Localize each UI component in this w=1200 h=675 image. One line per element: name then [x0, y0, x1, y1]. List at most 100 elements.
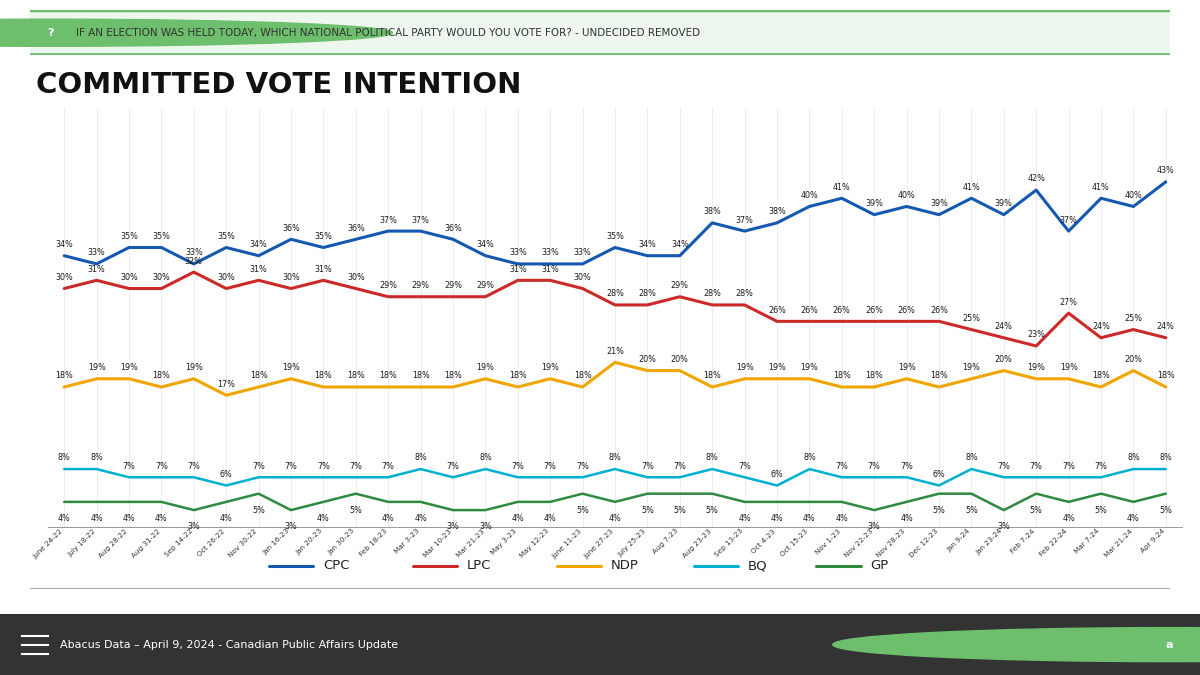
- Text: 26%: 26%: [768, 306, 786, 315]
- Text: 7%: 7%: [317, 462, 330, 470]
- Text: 4%: 4%: [155, 514, 168, 523]
- Text: 34%: 34%: [671, 240, 689, 249]
- Text: 34%: 34%: [250, 240, 268, 249]
- Text: COMMITTED VOTE INTENTION: COMMITTED VOTE INTENTION: [36, 71, 521, 99]
- Text: 7%: 7%: [544, 462, 557, 470]
- Text: 35%: 35%: [120, 232, 138, 241]
- Text: CPC: CPC: [323, 559, 349, 572]
- Text: 36%: 36%: [347, 223, 365, 233]
- Text: 26%: 26%: [833, 306, 851, 315]
- Text: 33%: 33%: [541, 248, 559, 257]
- Text: 5%: 5%: [965, 506, 978, 515]
- Text: 7%: 7%: [1030, 462, 1043, 470]
- Text: 5%: 5%: [1030, 506, 1043, 515]
- Text: 6%: 6%: [770, 470, 784, 479]
- Text: 24%: 24%: [1157, 322, 1175, 331]
- Text: 6%: 6%: [220, 470, 233, 479]
- Text: 35%: 35%: [314, 232, 332, 241]
- Text: 31%: 31%: [88, 265, 106, 274]
- Text: 8%: 8%: [965, 454, 978, 462]
- Text: 18%: 18%: [703, 371, 721, 381]
- Text: 33%: 33%: [509, 248, 527, 257]
- Text: 8%: 8%: [1159, 454, 1172, 462]
- Text: 7%: 7%: [382, 462, 395, 470]
- Text: 41%: 41%: [833, 183, 851, 192]
- Text: data: data: [1127, 652, 1152, 662]
- Text: 35%: 35%: [152, 232, 170, 241]
- Text: 7%: 7%: [122, 462, 136, 470]
- Text: 7%: 7%: [1062, 462, 1075, 470]
- Text: 19%: 19%: [88, 363, 106, 372]
- Text: 25%: 25%: [962, 314, 980, 323]
- Text: 21%: 21%: [606, 347, 624, 356]
- Text: 38%: 38%: [768, 207, 786, 216]
- Text: 30%: 30%: [282, 273, 300, 282]
- Text: 4%: 4%: [608, 514, 622, 523]
- Text: 31%: 31%: [509, 265, 527, 274]
- Text: 8%: 8%: [90, 454, 103, 462]
- Text: 36%: 36%: [282, 223, 300, 233]
- Text: BQ: BQ: [748, 559, 767, 572]
- Text: 19%: 19%: [800, 363, 818, 372]
- Text: 4%: 4%: [122, 514, 136, 523]
- Text: 3%: 3%: [997, 522, 1010, 531]
- Text: 8%: 8%: [479, 454, 492, 462]
- Text: 19%: 19%: [1027, 363, 1045, 372]
- Text: 19%: 19%: [898, 363, 916, 372]
- Text: IF AN ELECTION WAS HELD TODAY, WHICH NATIONAL POLITICAL PARTY WOULD YOU VOTE FOR: IF AN ELECTION WAS HELD TODAY, WHICH NAT…: [76, 28, 700, 38]
- Text: 34%: 34%: [638, 240, 656, 249]
- Text: 7%: 7%: [997, 462, 1010, 470]
- Text: 3%: 3%: [479, 522, 492, 531]
- Text: 28%: 28%: [606, 290, 624, 298]
- Text: 29%: 29%: [476, 281, 494, 290]
- Text: 8%: 8%: [414, 454, 427, 462]
- Text: 4%: 4%: [90, 514, 103, 523]
- Text: 42%: 42%: [1027, 175, 1045, 184]
- Text: 38%: 38%: [703, 207, 721, 216]
- Text: 18%: 18%: [379, 371, 397, 381]
- Text: 7%: 7%: [900, 462, 913, 470]
- Text: 35%: 35%: [217, 232, 235, 241]
- Text: 7%: 7%: [252, 462, 265, 470]
- Text: 18%: 18%: [152, 371, 170, 381]
- Text: 20%: 20%: [671, 355, 689, 364]
- Text: 7%: 7%: [284, 462, 298, 470]
- Text: 19%: 19%: [768, 363, 786, 372]
- Text: 18%: 18%: [444, 371, 462, 381]
- Text: 18%: 18%: [833, 371, 851, 381]
- Text: GP: GP: [870, 559, 888, 572]
- Text: NDP: NDP: [611, 559, 638, 572]
- FancyBboxPatch shape: [0, 11, 1200, 55]
- Text: 33%: 33%: [185, 248, 203, 257]
- Text: 5%: 5%: [1094, 506, 1108, 515]
- Text: 7%: 7%: [511, 462, 524, 470]
- Text: 27%: 27%: [1060, 298, 1078, 306]
- Text: 5%: 5%: [932, 506, 946, 515]
- FancyBboxPatch shape: [0, 614, 1200, 675]
- Text: 4%: 4%: [382, 514, 395, 523]
- Text: 20%: 20%: [995, 355, 1013, 364]
- Text: 35%: 35%: [606, 232, 624, 241]
- Text: 36%: 36%: [444, 223, 462, 233]
- Text: 3%: 3%: [446, 522, 460, 531]
- Text: 19%: 19%: [1060, 363, 1078, 372]
- Text: 40%: 40%: [800, 191, 818, 200]
- Text: Abacus Data – April 9, 2024 - Canadian Public Affairs Update: Abacus Data – April 9, 2024 - Canadian P…: [60, 640, 398, 649]
- Text: 34%: 34%: [55, 240, 73, 249]
- Text: 29%: 29%: [671, 281, 689, 290]
- Text: 37%: 37%: [736, 215, 754, 225]
- Text: 29%: 29%: [379, 281, 397, 290]
- Text: 29%: 29%: [412, 281, 430, 290]
- Text: 19%: 19%: [962, 363, 980, 372]
- Text: 40%: 40%: [898, 191, 916, 200]
- Text: 4%: 4%: [544, 514, 557, 523]
- Text: 33%: 33%: [88, 248, 106, 257]
- Text: 30%: 30%: [574, 273, 592, 282]
- Text: 8%: 8%: [706, 454, 719, 462]
- Text: 20%: 20%: [638, 355, 656, 364]
- Text: 7%: 7%: [187, 462, 200, 470]
- Text: 19%: 19%: [736, 363, 754, 372]
- Text: 28%: 28%: [703, 290, 721, 298]
- Text: 4%: 4%: [770, 514, 784, 523]
- Text: 7%: 7%: [446, 462, 460, 470]
